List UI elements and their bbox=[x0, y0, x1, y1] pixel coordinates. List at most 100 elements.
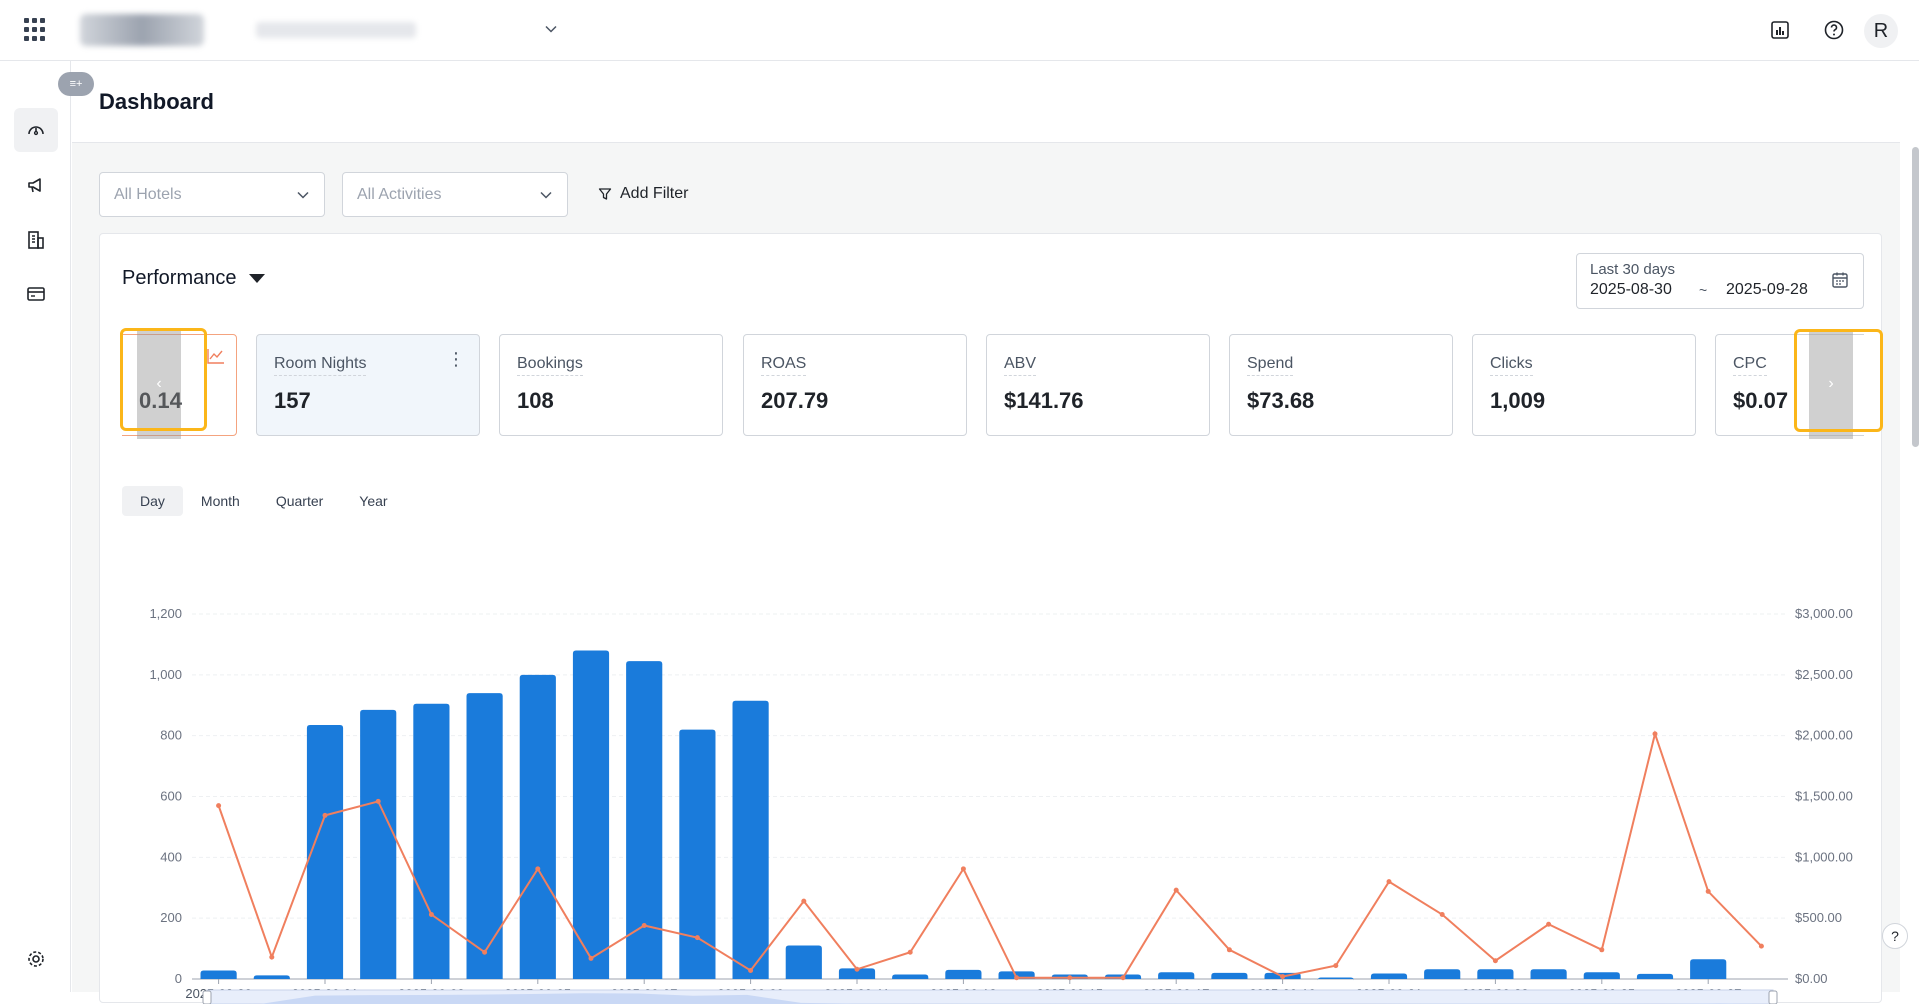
y-left-tick-label: 200 bbox=[160, 910, 182, 925]
y-left-tick-label: 1,200 bbox=[149, 606, 182, 621]
chart-bar bbox=[466, 693, 503, 979]
date-range-picker[interactable]: Last 30 days 2025-08-30 ~ 2025-09-28 bbox=[1576, 253, 1864, 309]
activities-filter-select[interactable]: All Activities bbox=[342, 172, 568, 217]
settings-icon bbox=[28, 951, 44, 967]
caret-down-icon bbox=[248, 274, 265, 283]
brand-logo bbox=[80, 14, 204, 46]
chevron-down-icon[interactable] bbox=[544, 22, 558, 36]
campaign-icon bbox=[28, 178, 41, 193]
account-selector[interactable] bbox=[256, 22, 416, 38]
sidebar-collapse-button[interactable]: ≡+ bbox=[58, 72, 94, 96]
chart-bar bbox=[679, 729, 716, 979]
hotels-filter-select[interactable]: All Hotels bbox=[99, 172, 325, 217]
tab-quarter[interactable]: Quarter bbox=[275, 493, 324, 509]
zoom-handle-right bbox=[1768, 990, 1778, 1004]
y-left-tick-label: 0 bbox=[175, 971, 182, 986]
dashboard-icon bbox=[28, 126, 44, 136]
performance-chart: 0 200 400 600 800 1,000 1,200 $0.00 $500.00 $1,00… bbox=[149, 606, 1853, 1004]
metric-value: 1,009 bbox=[1490, 388, 1546, 413]
chart-line-point bbox=[960, 866, 966, 872]
avatar[interactable]: R bbox=[1864, 14, 1898, 48]
more-options-icon[interactable]: ⋮ bbox=[447, 349, 465, 369]
calendar-icon[interactable] bbox=[1831, 271, 1849, 289]
date-from[interactable]: 2025-08-30 bbox=[1590, 281, 1672, 298]
chart-line-point bbox=[748, 967, 754, 973]
metric-card-clicks[interactable]: Clicks 1,009 bbox=[1472, 334, 1696, 436]
chart-line-point bbox=[1067, 975, 1073, 981]
chart-bar bbox=[1636, 973, 1674, 979]
metric-card-room-nights[interactable]: Room Nights 157 ⋮ bbox=[256, 334, 480, 436]
scrollbar-track[interactable] bbox=[1911, 145, 1919, 992]
top-bar: R bbox=[0, 0, 1919, 61]
help-icon[interactable]: ? bbox=[1882, 923, 1908, 949]
sidebar-item-dashboard[interactable] bbox=[14, 108, 58, 152]
chart-line-point bbox=[588, 955, 594, 961]
chevron-right-icon: › bbox=[1828, 375, 1834, 392]
billing-icon bbox=[27, 287, 45, 301]
tab-year[interactable]: Year bbox=[359, 493, 388, 509]
performance-dropdown[interactable]: Performance bbox=[122, 267, 265, 290]
metrics-next-button[interactable]: › bbox=[1809, 329, 1853, 439]
sidebar-item-billing[interactable] bbox=[14, 272, 58, 316]
date-to[interactable]: 2025-09-28 bbox=[1726, 281, 1808, 298]
chart-bar bbox=[200, 970, 237, 979]
line-chart-icon bbox=[207, 349, 224, 364]
report-icon[interactable] bbox=[1769, 19, 1791, 41]
metric-label: Spend bbox=[1247, 355, 1294, 376]
chart-line-point bbox=[1226, 947, 1232, 953]
chart-line-point bbox=[1705, 888, 1711, 894]
metric-card-spend[interactable]: Spend $73.68 bbox=[1229, 334, 1453, 436]
page-title: Dashboard bbox=[99, 89, 214, 114]
chart-line-point bbox=[1280, 974, 1286, 980]
chart-bar bbox=[1424, 969, 1461, 979]
metric-card-bookings[interactable]: Bookings 108 bbox=[499, 334, 723, 436]
chart-line-point bbox=[694, 935, 700, 941]
chart-bar bbox=[360, 709, 397, 979]
metric-value: 108 bbox=[517, 388, 554, 413]
chart-bar bbox=[1530, 969, 1567, 979]
y-left-tick-label: 800 bbox=[160, 728, 182, 743]
chart-bar bbox=[519, 674, 556, 979]
chart-line-point bbox=[907, 949, 913, 955]
y-right-tick-label: $2,000.00 bbox=[1795, 728, 1853, 743]
sidebar-item-campaigns[interactable] bbox=[14, 163, 58, 207]
main-content: Dashboard All Hotels All Activities Add … bbox=[72, 61, 1919, 1004]
chart-bar bbox=[1477, 969, 1514, 979]
chart-bar bbox=[1317, 977, 1354, 981]
help-icon[interactable] bbox=[1823, 19, 1845, 41]
metric-card-partial[interactable]: 0.14 bbox=[122, 334, 237, 436]
chart-line-point bbox=[428, 912, 434, 918]
chart-line-point bbox=[854, 966, 860, 972]
chart-line-point bbox=[1333, 963, 1339, 969]
sidebar-item-hotels[interactable] bbox=[14, 218, 58, 262]
metric-card-abv[interactable]: ABV $141.76 bbox=[986, 334, 1210, 436]
y-left-tick-label: 400 bbox=[160, 849, 182, 864]
chart-bar bbox=[945, 969, 982, 979]
metric-value: $0.07 bbox=[1733, 388, 1789, 413]
metric-card-cpc[interactable]: CPC $0.07 bbox=[1715, 334, 1864, 436]
granularity-tabs: Day Month Quarter Year bbox=[122, 486, 406, 516]
y-right-tick-label: $2,500.00 bbox=[1795, 667, 1853, 682]
add-filter-button[interactable]: Add Filter bbox=[598, 182, 688, 206]
tab-day[interactable]: Day bbox=[122, 486, 183, 516]
scrollbar-thumb[interactable] bbox=[1912, 147, 1919, 447]
chart-line-point bbox=[482, 949, 488, 955]
metric-label: CPC bbox=[1733, 355, 1767, 376]
activities-filter-value: All Activities bbox=[357, 186, 442, 203]
apps-grid-icon[interactable] bbox=[24, 18, 48, 42]
metric-label: Bookings bbox=[517, 355, 583, 376]
metric-card-roas[interactable]: ROAS 207.79 bbox=[743, 334, 967, 436]
sidebar-item-settings[interactable] bbox=[14, 937, 58, 981]
tab-month[interactable]: Month bbox=[200, 493, 240, 509]
chart-line-point bbox=[1014, 975, 1020, 981]
chart-line-point bbox=[322, 812, 328, 818]
chart-line-point bbox=[801, 898, 807, 904]
sidebar bbox=[0, 61, 71, 992]
y-right-tick-label: $1,000.00 bbox=[1795, 849, 1853, 864]
chart-line-point bbox=[269, 954, 275, 960]
y-right-tick-label: $3,000.00 bbox=[1795, 606, 1853, 621]
y-right-tick-label: $0.00 bbox=[1795, 971, 1828, 986]
chart-line-point bbox=[1120, 975, 1126, 981]
metrics-prev-button[interactable]: ‹ bbox=[137, 329, 181, 439]
chevron-down-icon bbox=[540, 191, 552, 199]
